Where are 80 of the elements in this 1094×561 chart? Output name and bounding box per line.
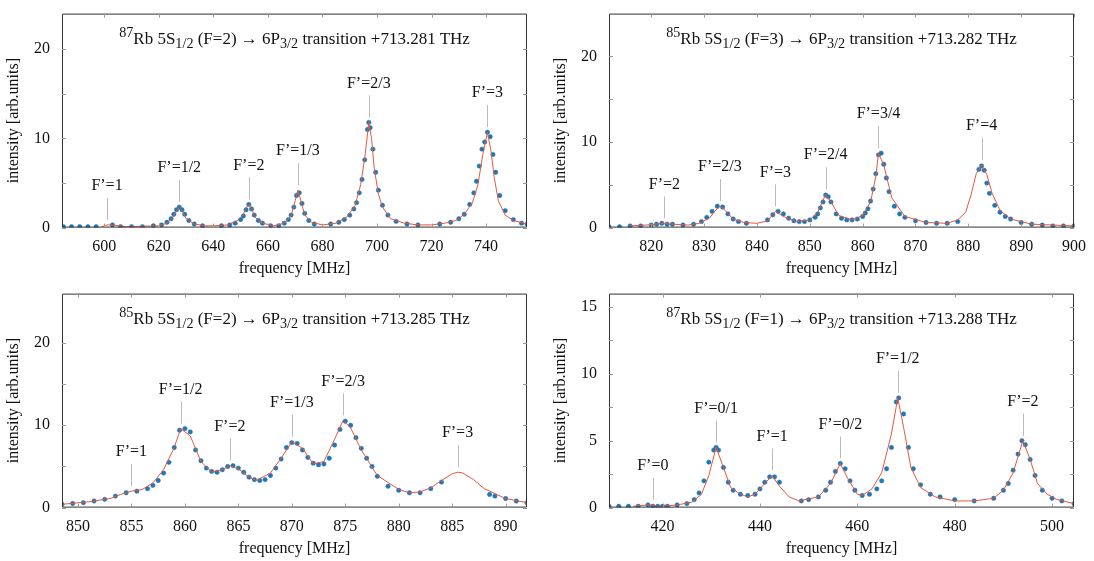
x-tick-label: 720 (419, 237, 444, 255)
annotation: F’=1/3 (276, 141, 320, 159)
x-tick-label: 820 (639, 237, 664, 255)
annotation: F’=2/4 (803, 145, 848, 163)
x-tick-label: 840 (744, 237, 769, 255)
x-tick-label: 500 (1040, 517, 1065, 535)
annotation: F’=2 (648, 174, 681, 192)
annotation: F’=3 (759, 162, 792, 180)
x-tick-label: 880 (386, 517, 411, 535)
annotation: F’=1/3 (269, 392, 314, 410)
y-tick-label: 0 (589, 217, 597, 235)
x-tick-label: 660 (255, 237, 280, 255)
x-tick-label: 900 (1062, 237, 1086, 255)
x-tick-label: 620 (146, 237, 171, 255)
annotation: F’=2 (214, 416, 246, 434)
x-tick-label: 855 (119, 517, 144, 535)
x-tick-label: 860 (850, 237, 875, 255)
annotation: F’=0/1 (694, 398, 738, 416)
x-tick-label: 865 (226, 517, 251, 535)
x-axis-title: frequency [MHz] (785, 258, 898, 277)
x-tick-label: 830 (692, 237, 717, 255)
x-tick-label: 640 (201, 237, 226, 255)
y-tick-label: 20 (34, 39, 50, 57)
y-tick-label: 10 (581, 364, 597, 382)
annotation: F’=2 (233, 155, 265, 173)
text: $^{87}$Rb 5S$_{1/2}$ (F=2) → 6P$_{3/2}$ transition +713.281 THz (119, 22, 470, 53)
x-axis-title: frequency [MHz] (238, 258, 351, 277)
annotation: F’=3 (441, 423, 474, 441)
annotation: F’=3 (471, 83, 504, 101)
text: $^{85}$Rb 5S$_{1/2}$ (F=3) → 6P$_{3/2}$ transition +713.282 THz (666, 22, 1017, 53)
y-tick-label: 10 (581, 132, 597, 150)
y-tick-label: 0 (42, 497, 50, 515)
annotation: F’=2 (1007, 391, 1039, 409)
y-tick-label: 10 (34, 128, 50, 146)
x-tick-label: 460 (845, 517, 870, 535)
x-tick-label: 680 (310, 237, 335, 255)
x-tick-label: 850 (797, 237, 822, 255)
x-axis-title: frequency [MHz] (238, 538, 351, 557)
x-tick-label: 440 (747, 517, 772, 535)
x-tick-label: 880 (956, 237, 981, 255)
text: $^{85}$Rb 5S$_{1/2}$ (F=2) → 6P$_{3/2}$ transition +713.285 THz (119, 302, 470, 333)
annotation: F’=2/3 (698, 157, 742, 175)
x-tick-label: 480 (942, 517, 967, 535)
x-tick-label: 875 (333, 517, 358, 535)
annotation: F’=4 (965, 116, 998, 134)
y-tick-label: 0 (589, 497, 597, 515)
x-tick-label: 700 (365, 237, 389, 255)
x-tick-label: 740 (474, 237, 499, 255)
y-tick-label: 10 (34, 415, 50, 433)
x-tick-label: 890 (1009, 237, 1034, 255)
annotation: F’=1 (756, 426, 788, 444)
annotation: F’=1/2 (157, 158, 202, 176)
x-tick-label: 870 (903, 237, 928, 255)
y-tick-label: 0 (42, 217, 50, 235)
y-axis-title: intensity [arb.units] (3, 57, 22, 184)
text: $^{87}$Rb 5S$_{1/2}$ (F=1) → 6P$_{3/2}$ transition +713.288 THz (666, 302, 1017, 333)
annotation: F’=2/3 (321, 371, 365, 389)
annotation: F’=1 (115, 442, 148, 460)
annotation: F’=1 (91, 176, 123, 194)
y-tick-label: 5 (589, 430, 597, 448)
y-axis-title: intensity [arb.units] (550, 337, 569, 464)
annotation: F’=1/2 (875, 349, 920, 367)
y-tick-label: 20 (34, 333, 50, 351)
annotation: F’=1/2 (158, 379, 203, 397)
x-tick-label: 890 (493, 517, 518, 535)
x-tick-label: 870 (279, 517, 304, 535)
x-tick-label: 600 (92, 237, 117, 255)
annotation: F’=0 (637, 456, 669, 474)
y-axis-title: intensity [arb.units] (550, 57, 569, 184)
x-tick-label: 850 (66, 517, 91, 535)
x-tick-label: 420 (650, 517, 675, 535)
annotation: F’=0/2 (818, 414, 863, 432)
y-tick-label: 20 (581, 46, 597, 64)
x-tick-label: 885 (440, 517, 465, 535)
x-tick-label: 860 (172, 517, 197, 535)
x-axis-title: frequency [MHz] (785, 538, 898, 557)
annotation: F’=3/4 (856, 104, 901, 122)
annotation: F’=2/3 (346, 73, 391, 91)
y-axis-title: intensity [arb.units] (3, 337, 22, 464)
y-tick-label: 15 (581, 297, 597, 315)
